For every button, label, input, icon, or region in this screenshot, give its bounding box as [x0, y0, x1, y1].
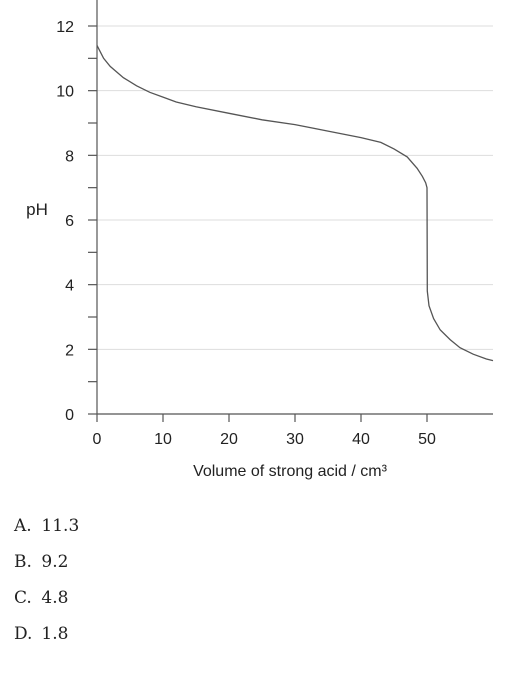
x-tick-label: 20	[220, 431, 238, 448]
x-tick-label: 0	[93, 431, 102, 448]
grid-lines	[97, 25, 493, 350]
answer-options: A. 11.3 B. 9.2 C. 4.8 D. 1.8	[14, 508, 79, 652]
x-tick-label: 40	[352, 431, 370, 448]
tick-marks	[88, 25, 428, 422]
option-value: 9.2	[41, 552, 69, 572]
y-tick-label: 0	[65, 407, 74, 424]
y-tick-label: 12	[56, 19, 74, 36]
titration-curve-chart: 0 2 4 6 8 10 12 0 10 20 30 40 50 pH Volume of strong…	[26, 0, 494, 480]
option-letter: C.	[14, 588, 32, 608]
y-tick-label: 10	[56, 84, 74, 101]
option-letter: A.	[14, 516, 32, 536]
option-value: 4.8	[41, 588, 69, 608]
y-tick-label: 2	[65, 342, 74, 359]
option-d[interactable]: D. 1.8	[14, 616, 79, 652]
y-tick-label: 6	[65, 213, 74, 230]
x-tick-label: 30	[286, 431, 304, 448]
x-axis-label: Volume of strong acid / cm³	[193, 463, 388, 480]
y-tick-label: 4	[65, 278, 74, 295]
x-tick-label: 10	[154, 431, 172, 448]
tick-labels: 0 2 4 6 8 10 12 0 10 20 30 40 50	[56, 19, 436, 448]
y-tick-label: 8	[65, 148, 74, 165]
ph-curve-line	[96, 45, 494, 362]
option-value: 11.3	[41, 516, 80, 536]
option-c[interactable]: C. 4.8	[14, 580, 79, 616]
option-a[interactable]: A. 11.3	[14, 508, 79, 544]
option-letter: B.	[14, 552, 32, 572]
option-letter: D.	[14, 624, 33, 644]
axes	[96, 0, 493, 415]
x-tick-label: 50	[418, 431, 436, 448]
option-b[interactable]: B. 9.2	[14, 544, 79, 580]
y-axis-label: pH	[26, 200, 48, 219]
option-value: 1.8	[41, 624, 69, 644]
